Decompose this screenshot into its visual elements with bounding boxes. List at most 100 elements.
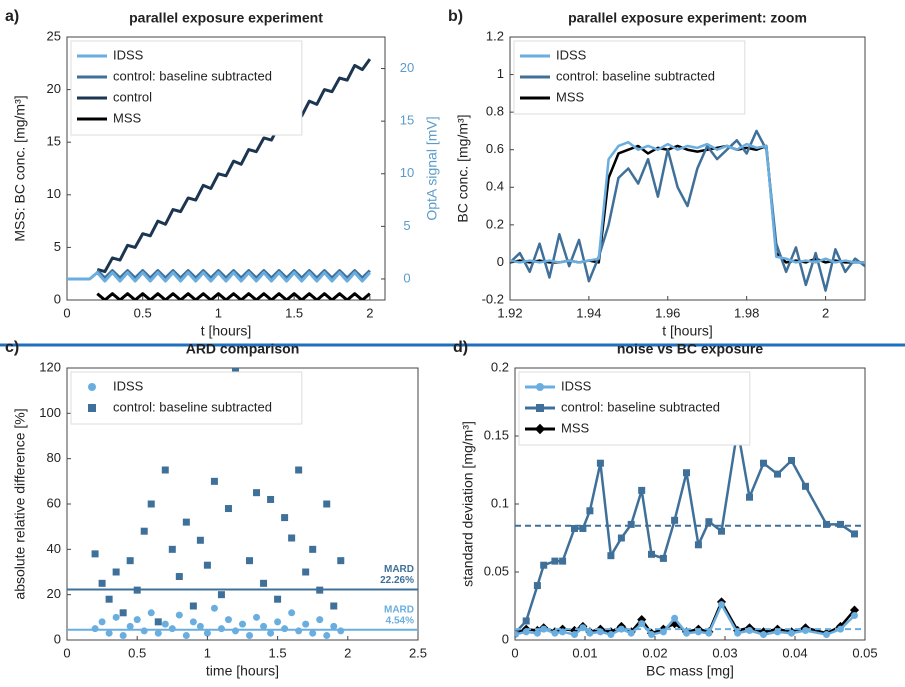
marker (112, 568, 120, 576)
y-tick-label: 0.4 (486, 179, 504, 194)
plot-area (91, 368, 345, 639)
marker (659, 554, 667, 562)
marker (823, 631, 830, 639)
y-tick-label: 1.2 (486, 28, 504, 43)
marker (288, 609, 296, 617)
marker (224, 505, 232, 513)
marker (540, 625, 548, 633)
marker (260, 579, 268, 587)
marker (217, 625, 225, 633)
marker (140, 627, 148, 635)
marker (851, 530, 858, 538)
panel-label: b) (448, 8, 463, 25)
y2-axis-label: OptA signal [mV] (424, 116, 440, 220)
marker (734, 629, 742, 637)
marker (627, 629, 635, 637)
x-axis-label: t [hours] (201, 323, 252, 339)
marker (126, 622, 134, 630)
legend-label: control: baseline subtracted (556, 68, 715, 83)
marker (175, 611, 183, 619)
legend-box (70, 40, 303, 136)
legend-box (513, 40, 746, 115)
marker (579, 624, 587, 632)
marker (88, 383, 96, 391)
marker (182, 518, 190, 526)
chart-title: noise vs BC exposure (617, 341, 763, 357)
marker (540, 561, 548, 569)
marker (851, 612, 858, 620)
y-tick-label: 0.1 (491, 495, 509, 510)
legend-label: control (113, 89, 152, 104)
marker (147, 609, 155, 617)
marker (175, 573, 183, 581)
legend-label: IDSS (113, 378, 144, 393)
marker (571, 524, 578, 532)
legend-box (518, 371, 751, 446)
marker (281, 514, 289, 522)
y-tick-label: 60 (47, 495, 61, 510)
marker (551, 629, 559, 637)
series-line (96, 269, 371, 280)
series-line (96, 292, 371, 300)
x-tick-label: 1.96 (655, 305, 680, 320)
marker (196, 622, 204, 630)
marker (638, 486, 646, 494)
marker (281, 625, 289, 633)
axes-box (509, 36, 866, 301)
x-tick-label: 0.04 (782, 645, 807, 660)
x-axis-label: BC mass [mg] (646, 663, 734, 679)
marker (337, 557, 345, 565)
marker (596, 459, 604, 467)
marker (260, 622, 268, 630)
y-tick-label: 0.2 (491, 359, 509, 374)
y-axis-label: absolute relative difference [%] (12, 408, 28, 599)
y-axis-label: standard deviation [mg/m³] (460, 421, 476, 587)
y-tick-label: 25 (47, 28, 61, 43)
marker (627, 520, 635, 528)
marker (91, 550, 99, 558)
x-tick-label: 0.03 (712, 645, 737, 660)
y-tick-label: 5 (54, 239, 61, 254)
y-axis-label: BC conc. [mg/m³] (455, 114, 471, 222)
x-tick-label: 0 (63, 305, 70, 320)
marker (760, 459, 767, 467)
x-tick-label: 0.5 (134, 305, 152, 320)
marker (309, 545, 317, 553)
series-line (510, 129, 865, 292)
marker (823, 520, 830, 528)
marker (579, 524, 587, 532)
y-tick-label: 0.6 (486, 141, 504, 156)
y-tick-label: 40 (47, 541, 61, 556)
marker (253, 613, 261, 621)
marker (534, 423, 546, 435)
marker (316, 616, 324, 624)
marker (295, 627, 303, 635)
marker (302, 568, 310, 576)
y-axis-label: MSS: BC conc. [mg/m³] (12, 95, 28, 241)
y-tick-label: 0 (54, 291, 61, 306)
x-tick-label: 0.5 (128, 645, 146, 660)
marker (323, 500, 331, 508)
marker (683, 469, 690, 477)
panel-label: d) (453, 339, 468, 356)
x-tick-label: 2.5 (409, 645, 427, 660)
marker (638, 620, 646, 628)
marker (126, 557, 134, 565)
y-tick-label: 0.05 (484, 563, 509, 578)
reference-value-label: 4.54% (386, 615, 414, 626)
marker (788, 456, 795, 464)
plot-area (67, 58, 372, 300)
marker (91, 625, 99, 633)
y-tick-label: 10 (47, 186, 61, 201)
y-tick-label: 20 (47, 586, 61, 601)
panel-label: a) (5, 8, 19, 25)
marker (168, 625, 176, 633)
marker (154, 618, 162, 626)
marker (705, 629, 713, 637)
marker (161, 620, 169, 628)
marker (210, 604, 218, 612)
plot-area (515, 425, 860, 639)
x-tick-label: 0.02 (642, 645, 667, 660)
marker (253, 489, 261, 497)
